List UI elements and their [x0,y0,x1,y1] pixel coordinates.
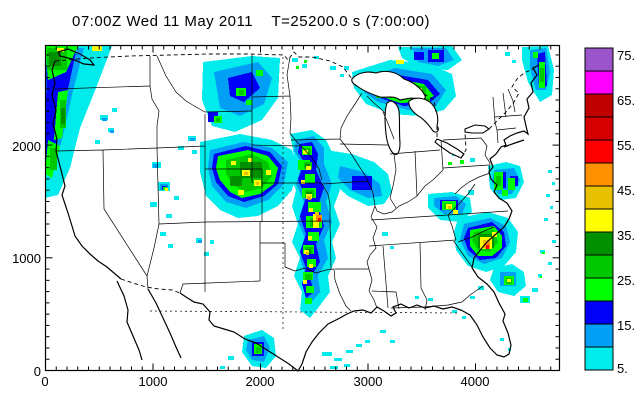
colorbar-swatch [584,70,614,95]
colorbar-swatch [584,162,614,187]
storm-ontario [398,46,462,70]
lake-michigan [384,100,401,155]
colorbar-swatch [584,208,614,233]
long-island [503,139,525,148]
border-mexico [120,278,181,294]
coastline-gulf-atlantic [179,64,540,372]
state-boundaries [54,54,523,312]
coastline-pacific [51,60,122,280]
colorbar [584,47,614,371]
colorbar-swatch [584,231,614,256]
echoes-gulf-coast [322,330,395,369]
plot-frame [44,44,561,372]
colorbar-swatch [584,116,614,141]
x-tick-label: 2000 [245,374,275,389]
map-layer [51,48,540,372]
graticule [149,57,461,330]
x-tick-label: 0 [41,374,49,389]
radar-echo-layer [45,46,556,369]
colorbar-tick-label: 35. [617,228,636,243]
colorbar-swatch [584,93,614,118]
lake-erie [434,138,465,159]
storm-colorado-nebraska [150,134,298,256]
colorbar-tick-label: 15. [617,318,636,333]
colorbar-swatch [584,185,614,210]
storm-montana-dakotas [202,56,344,132]
storm-chesapeake [448,152,555,221]
x-tick-label: 3000 [353,374,383,389]
storm-kentucky-tennessee [428,190,474,222]
storm-south-texas [220,330,276,369]
storm-southeast [454,212,556,303]
border-canada [54,51,540,159]
colorbar-tick-label: 5. [617,361,628,376]
colorbar-swatch [584,47,614,72]
vancouver-island [57,48,96,66]
colorbar-swatch [584,323,614,348]
colorbar-swatch [584,300,614,325]
colorbar-swatch [584,277,614,302]
storm-pacific-northwest [45,46,117,198]
colorbar-swatch [584,346,614,371]
mexico-coast [116,280,182,361]
axis-ticks [45,45,560,371]
storm-maine [505,46,554,102]
storm-central-squall-line [288,130,394,318]
colorbar-swatch [584,254,614,279]
lake-ontario [464,124,490,134]
lake-huron [408,97,439,133]
x-tick-label: 1000 [138,374,168,389]
colorbar-tick-label: 45. [617,183,636,198]
colorbar-tick-label: 65. [617,93,636,108]
colorbar-tick-label: 75. [617,48,636,63]
y-tick-label: 1000 [12,251,41,266]
echoes-florida [415,296,511,351]
plot-title: 07:00Z Wed 11 May 2011 T=25200.0 s (7:00… [71,13,431,30]
colorbar-tick-label: 25. [617,273,636,288]
y-tick-label: 0 [33,364,41,379]
y-tick-label: 2000 [12,139,41,154]
x-tick-label: 4000 [460,374,490,389]
colorbar-tick-label: 55. [617,138,636,153]
colorbar-swatch [584,139,614,164]
